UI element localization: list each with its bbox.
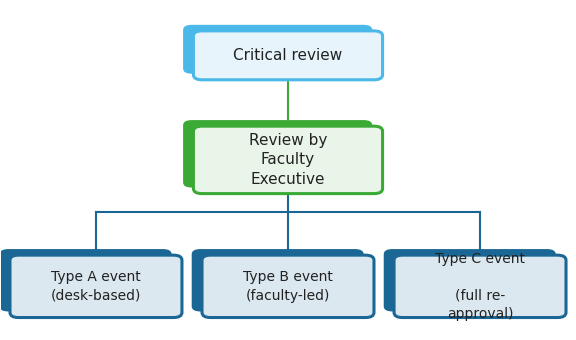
FancyBboxPatch shape <box>0 249 172 311</box>
FancyBboxPatch shape <box>394 255 566 318</box>
FancyBboxPatch shape <box>202 255 374 318</box>
Text: Review by
Faculty
Executive: Review by Faculty Executive <box>249 133 327 187</box>
FancyBboxPatch shape <box>194 126 382 193</box>
FancyBboxPatch shape <box>384 249 556 311</box>
Text: Type B event
(faculty-led): Type B event (faculty-led) <box>243 270 333 303</box>
Text: Type A event
(desk-based): Type A event (desk-based) <box>51 270 141 303</box>
Text: Type C event

(full re-
approval): Type C event (full re- approval) <box>435 252 525 321</box>
Text: Critical review: Critical review <box>233 48 343 63</box>
FancyBboxPatch shape <box>192 249 363 311</box>
FancyBboxPatch shape <box>194 31 382 80</box>
FancyBboxPatch shape <box>183 120 372 188</box>
FancyBboxPatch shape <box>183 25 372 74</box>
FancyBboxPatch shape <box>10 255 182 318</box>
